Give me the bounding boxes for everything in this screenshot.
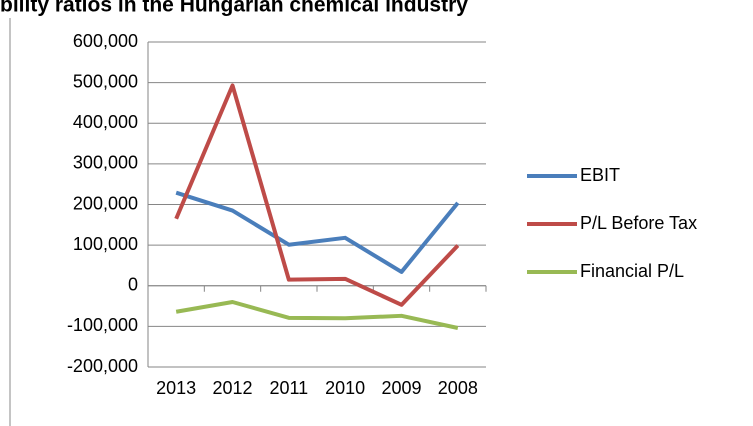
series-line (174, 83, 460, 307)
legend-label: Financial P/L (580, 261, 684, 281)
y-tick-label: 500,000 (73, 71, 138, 91)
x-tick-label: 2011 (269, 378, 308, 398)
y-tick-label: -200,000 (67, 356, 138, 376)
y-tick-label: 300,000 (73, 153, 138, 173)
chart-title: bility ratios in the Hungarian chemical … (0, 0, 468, 17)
y-tick-label: -100,000 (67, 315, 138, 335)
y-tick-label: 200,000 (73, 193, 138, 213)
x-tick-label: 2013 (156, 378, 196, 398)
x-tick-label: 2010 (325, 378, 365, 398)
y-tick-label: 400,000 (73, 112, 138, 132)
y-tick-label: 600,000 (73, 31, 138, 51)
legend-label: P/L Before Tax (580, 213, 697, 233)
series-line (175, 300, 459, 330)
x-tick-label: 2012 (212, 378, 252, 398)
x-tick-label: 2008 (438, 378, 478, 398)
y-tick-label: 0 (128, 275, 138, 295)
legend-label: EBIT (580, 165, 620, 185)
y-tick-label: 100,000 (73, 234, 138, 254)
series-line (175, 190, 460, 274)
x-tick-label: 2009 (381, 378, 421, 398)
